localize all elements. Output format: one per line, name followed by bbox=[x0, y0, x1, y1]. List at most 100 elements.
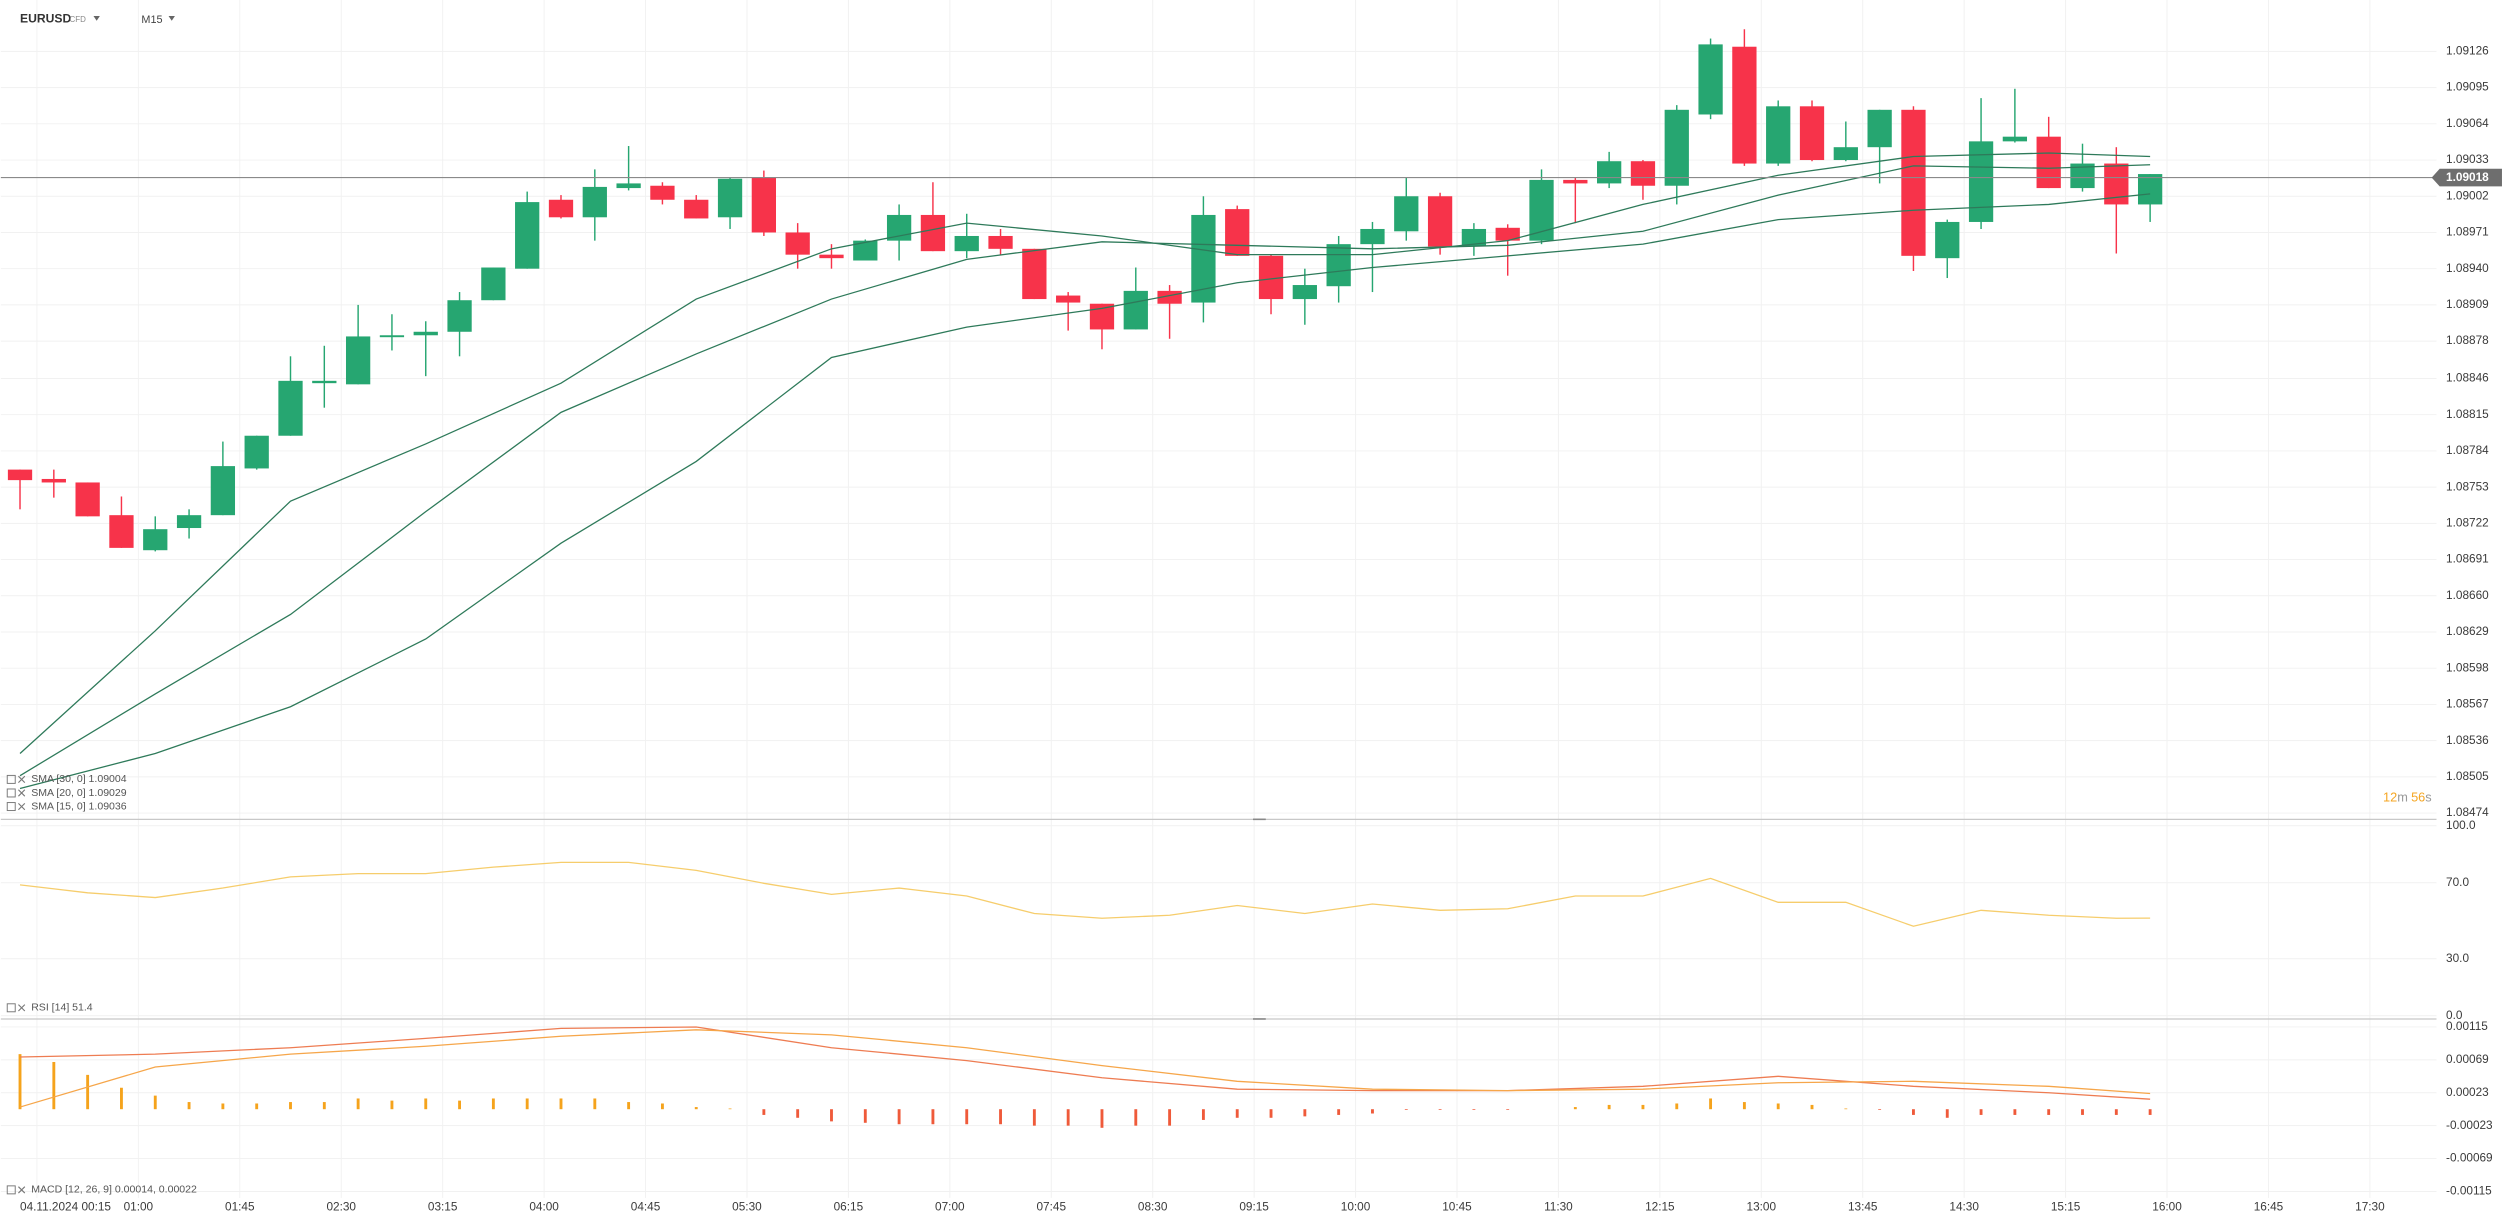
symbol-header[interactable]: EURUSD CFD bbox=[20, 11, 100, 25]
y-tick-label: 1.09033 bbox=[2446, 152, 2489, 166]
countdown-seconds-unit: s bbox=[2425, 790, 2431, 805]
y-tick-label: 1.08505 bbox=[2446, 769, 2489, 783]
candle-body bbox=[1292, 285, 1317, 300]
histogram-bar bbox=[728, 1108, 732, 1110]
instrument-type: CFD bbox=[70, 15, 87, 24]
histogram-bar bbox=[1100, 1109, 1104, 1128]
indicator-settings-icon[interactable] bbox=[6, 1185, 16, 1195]
histogram-bar bbox=[863, 1109, 867, 1123]
histogram-bar bbox=[593, 1098, 597, 1110]
histogram-bar bbox=[2081, 1109, 2084, 1115]
histogram-bar bbox=[830, 1109, 833, 1122]
y-tick-label: 1.08909 bbox=[2446, 297, 2489, 311]
indicator-remove-icon[interactable] bbox=[18, 1186, 26, 1194]
indicator-remove-icon[interactable] bbox=[18, 775, 26, 783]
histogram-bar bbox=[52, 1062, 56, 1110]
x-tick-label: 07:00 bbox=[935, 1200, 965, 1214]
candle-body bbox=[1968, 141, 1994, 222]
x-tick-label: 01:45 bbox=[225, 1200, 255, 1214]
y-tick-label: 1.08971 bbox=[2446, 225, 2489, 239]
candle-body bbox=[1360, 228, 1385, 245]
indicator-remove-icon[interactable] bbox=[18, 802, 26, 811]
x-tick-label: 07:45 bbox=[1036, 1200, 1066, 1214]
x-tick-label: 12:15 bbox=[1645, 1200, 1675, 1214]
candle-body bbox=[616, 183, 641, 189]
x-tick-label: 16:00 bbox=[2152, 1200, 2182, 1214]
histogram-bar bbox=[796, 1109, 800, 1118]
candle-body bbox=[41, 478, 66, 483]
x-tick-label: 17:30 bbox=[2355, 1200, 2385, 1214]
y-tick-label: 1.08753 bbox=[2446, 479, 2489, 493]
histogram-bar bbox=[2047, 1109, 2051, 1115]
histogram-bar bbox=[221, 1103, 225, 1110]
candle-body bbox=[1225, 209, 1250, 256]
histogram-bar bbox=[1641, 1104, 1645, 1110]
candle-body bbox=[1732, 46, 1757, 164]
y-tick-label: 0.00069 bbox=[2446, 1052, 2489, 1066]
x-tick-label: 11:30 bbox=[1544, 1200, 1573, 1214]
y-tick-label: 1.08784 bbox=[2446, 443, 2489, 457]
candle-body bbox=[379, 335, 405, 338]
indicator-settings-icon[interactable] bbox=[6, 788, 16, 798]
indicator-settings-icon[interactable] bbox=[6, 802, 16, 812]
histogram-bar bbox=[1404, 1109, 1408, 1110]
histogram-bar bbox=[1337, 1109, 1341, 1115]
candle-body bbox=[447, 300, 472, 332]
symbol-dropdown[interactable] bbox=[93, 15, 100, 21]
histogram-bar bbox=[1506, 1109, 1510, 1110]
candle-body bbox=[1901, 109, 1926, 256]
indicator-settings-icon[interactable] bbox=[6, 774, 16, 784]
candle-body bbox=[785, 232, 810, 255]
y-tick-label: 0.0 bbox=[2446, 1008, 2463, 1022]
candle-body bbox=[684, 199, 709, 219]
histogram-bar bbox=[1201, 1109, 1205, 1120]
indicator-remove-icon[interactable] bbox=[18, 789, 26, 797]
candle-body bbox=[1597, 161, 1622, 184]
legend-entry: SMA [20, 0] 1.09029 bbox=[31, 787, 127, 799]
candle-body bbox=[548, 199, 574, 218]
candle-body bbox=[1123, 290, 1148, 330]
y-tick-label: 1.08815 bbox=[2446, 407, 2489, 421]
y-tick-label: 30.0 bbox=[2446, 951, 2469, 965]
candle-body bbox=[143, 529, 168, 551]
x-tick-label: 14:30 bbox=[1949, 1200, 1979, 1214]
timeframe[interactable]: M15 bbox=[141, 14, 162, 26]
candle-body bbox=[1563, 179, 1588, 184]
y-tick-label: 1.09002 bbox=[2446, 188, 2489, 202]
candle-body bbox=[1799, 106, 1825, 161]
histogram-bar bbox=[1979, 1109, 1983, 1115]
histogram-bar bbox=[1776, 1103, 1780, 1110]
y-tick-label: -0.00069 bbox=[2446, 1151, 2493, 1165]
histogram-bar bbox=[1844, 1108, 1848, 1110]
timeframe-selector[interactable]: M15 bbox=[141, 14, 175, 26]
histogram-bar bbox=[1810, 1104, 1814, 1110]
candle-body bbox=[717, 178, 743, 218]
y-tick-label: -0.00115 bbox=[2446, 1184, 2492, 1198]
histogram-bar bbox=[322, 1102, 326, 1110]
candle-body bbox=[1495, 227, 1520, 241]
y-tick-label: 1.08536 bbox=[2446, 733, 2489, 747]
x-tick-label: 02:30 bbox=[326, 1200, 356, 1214]
x-tick-label: 15:15 bbox=[2051, 1200, 2081, 1214]
legend-entry: SMA [15, 0] 1.09036 bbox=[31, 800, 127, 812]
x-tick-label: 04:00 bbox=[529, 1200, 559, 1214]
symbol[interactable]: EURUSD bbox=[20, 11, 71, 25]
candle-body bbox=[75, 482, 100, 517]
indicator-remove-icon[interactable] bbox=[18, 1004, 26, 1012]
histogram-bar bbox=[1371, 1109, 1374, 1114]
macd-line bbox=[19, 1029, 2151, 1108]
x-tick-label: 04:45 bbox=[631, 1200, 661, 1214]
y-tick-label: 1.08691 bbox=[2446, 552, 2489, 566]
candle-body bbox=[920, 214, 946, 252]
countdown-seconds: 56 bbox=[2411, 790, 2425, 805]
y-tick-label: 1.08846 bbox=[2446, 371, 2489, 385]
histogram-bar bbox=[458, 1100, 461, 1110]
histogram-bar bbox=[931, 1109, 935, 1125]
histogram-bar bbox=[18, 1054, 22, 1110]
candle-body bbox=[481, 267, 506, 301]
histogram-bar bbox=[1032, 1109, 1036, 1126]
timeframe-dropdown[interactable] bbox=[168, 15, 175, 21]
candle-body bbox=[1766, 106, 1791, 164]
indicator-settings-icon[interactable] bbox=[6, 1003, 16, 1013]
